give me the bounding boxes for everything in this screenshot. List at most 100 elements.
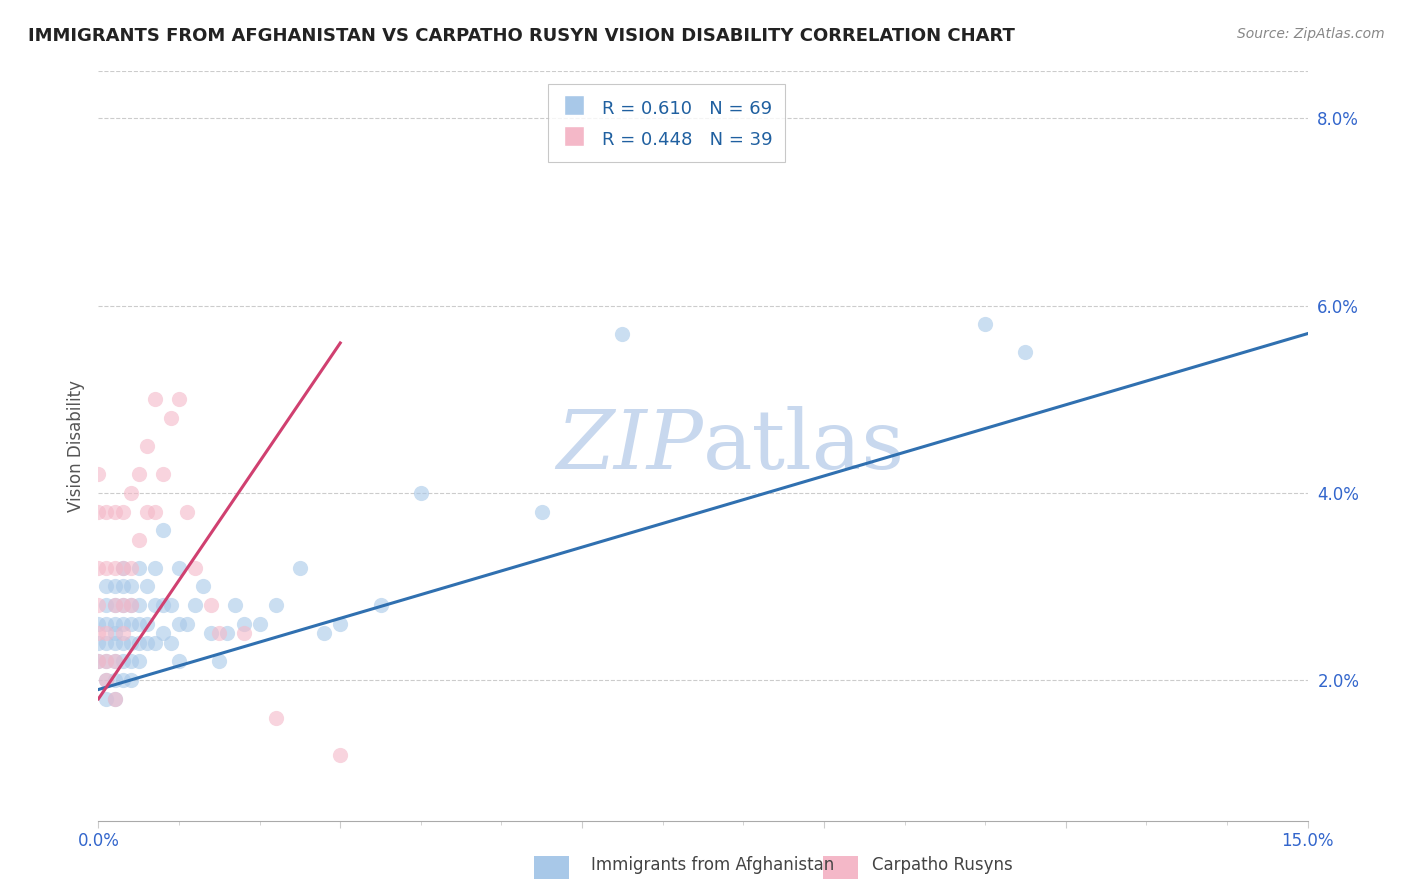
Point xyxy=(200,599,222,613)
Point xyxy=(409,485,432,500)
Point xyxy=(128,655,150,669)
Point xyxy=(143,635,166,649)
Point xyxy=(96,673,118,688)
Point xyxy=(530,505,553,519)
Point xyxy=(96,626,118,640)
Point xyxy=(96,655,118,669)
Point xyxy=(111,580,134,594)
Point xyxy=(120,599,142,613)
Point xyxy=(143,505,166,519)
Point xyxy=(87,655,110,669)
Point xyxy=(160,410,183,425)
Point xyxy=(974,317,997,331)
Point xyxy=(120,635,142,649)
Point xyxy=(103,635,125,649)
Point xyxy=(128,599,150,613)
Text: IMMIGRANTS FROM AFGHANISTAN VS CARPATHO RUSYN VISION DISABILITY CORRELATION CHAR: IMMIGRANTS FROM AFGHANISTAN VS CARPATHO … xyxy=(28,27,1015,45)
Point xyxy=(111,599,134,613)
Point xyxy=(96,617,118,632)
Point xyxy=(111,635,134,649)
Point xyxy=(200,626,222,640)
Text: atlas: atlas xyxy=(703,406,905,486)
Point xyxy=(111,561,134,575)
Point xyxy=(96,655,118,669)
Point xyxy=(232,626,254,640)
Point xyxy=(314,626,336,640)
Point xyxy=(87,505,110,519)
Point xyxy=(135,439,157,453)
Point xyxy=(87,617,110,632)
Point xyxy=(120,655,142,669)
Point xyxy=(1014,345,1036,359)
Point xyxy=(111,599,134,613)
Point xyxy=(152,626,174,640)
Point xyxy=(103,673,125,688)
Point xyxy=(143,392,166,407)
Text: Source: ZipAtlas.com: Source: ZipAtlas.com xyxy=(1237,27,1385,41)
Point xyxy=(120,580,142,594)
Point xyxy=(224,599,246,613)
Point xyxy=(143,599,166,613)
Point xyxy=(128,561,150,575)
Point xyxy=(111,655,134,669)
Point xyxy=(184,599,207,613)
Point xyxy=(135,505,157,519)
Point xyxy=(87,655,110,669)
Point xyxy=(329,617,352,632)
Point xyxy=(152,467,174,482)
Point xyxy=(87,635,110,649)
Point xyxy=(208,655,231,669)
Point xyxy=(103,655,125,669)
Point xyxy=(96,580,118,594)
Point xyxy=(103,505,125,519)
Point xyxy=(232,617,254,632)
Point xyxy=(249,617,271,632)
Point xyxy=(103,617,125,632)
Point xyxy=(96,561,118,575)
Point xyxy=(135,580,157,594)
Point xyxy=(167,392,190,407)
Point xyxy=(87,467,110,482)
Point xyxy=(184,561,207,575)
Point xyxy=(612,326,634,341)
Point xyxy=(103,626,125,640)
Point xyxy=(111,617,134,632)
Point xyxy=(103,561,125,575)
Point xyxy=(208,626,231,640)
Point xyxy=(167,655,190,669)
Point xyxy=(120,673,142,688)
Point xyxy=(111,673,134,688)
Point xyxy=(120,485,142,500)
Point xyxy=(217,626,239,640)
Point xyxy=(128,617,150,632)
Point xyxy=(176,505,198,519)
Point xyxy=(120,617,142,632)
Point xyxy=(96,673,118,688)
Point xyxy=(128,635,150,649)
Point xyxy=(111,626,134,640)
Point xyxy=(135,617,157,632)
Point xyxy=(111,561,134,575)
Point xyxy=(193,580,215,594)
Point xyxy=(87,599,110,613)
Point xyxy=(160,599,183,613)
Point xyxy=(128,533,150,547)
Point xyxy=(167,561,190,575)
Point xyxy=(143,561,166,575)
Point xyxy=(167,617,190,632)
Point xyxy=(87,561,110,575)
Point xyxy=(96,505,118,519)
Point xyxy=(103,692,125,706)
Point xyxy=(87,626,110,640)
Text: Carpatho Rusyns: Carpatho Rusyns xyxy=(872,856,1012,874)
Point xyxy=(120,599,142,613)
Text: Immigrants from Afghanistan: Immigrants from Afghanistan xyxy=(591,856,834,874)
Point xyxy=(103,599,125,613)
Point xyxy=(135,635,157,649)
Point xyxy=(103,655,125,669)
Point xyxy=(264,599,287,613)
Point xyxy=(103,599,125,613)
Point xyxy=(152,599,174,613)
Point xyxy=(103,580,125,594)
Point xyxy=(152,523,174,537)
